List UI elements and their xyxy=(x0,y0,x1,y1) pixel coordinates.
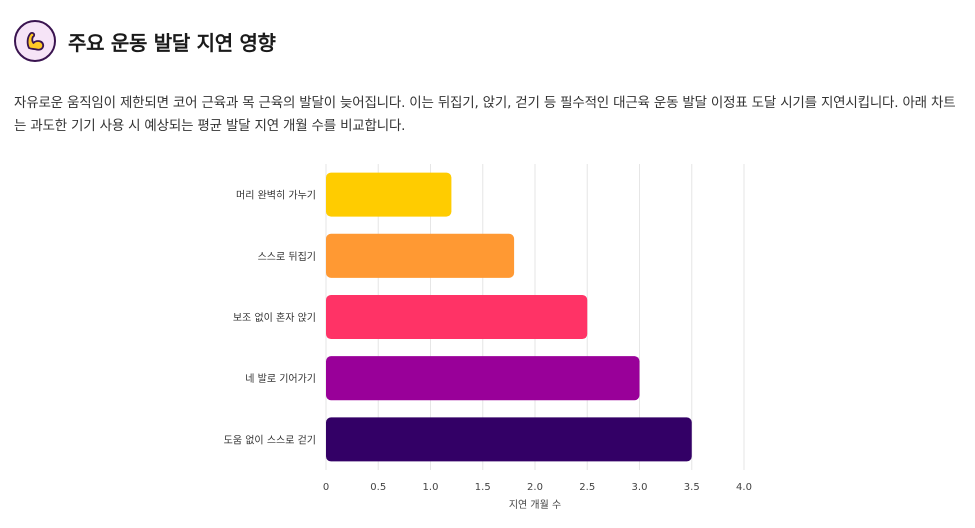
page-title: 주요 운동 발달 지연 영향 xyxy=(68,30,276,55)
x-tick-label: 1.0 xyxy=(423,482,439,493)
x-tick-label: 2.0 xyxy=(527,482,543,493)
x-tick-label: 2.5 xyxy=(579,482,595,493)
y-category-label: 네 발로 기어가기 xyxy=(245,373,316,385)
x-tick-label: 1.5 xyxy=(475,482,491,493)
x-axis-title: 지연 개월 수 xyxy=(509,499,561,511)
x-tick-label: 4.0 xyxy=(736,482,752,493)
chart-bars xyxy=(326,172,692,462)
x-tick-label: 0.5 xyxy=(370,482,386,493)
bar[interactable] xyxy=(326,294,588,340)
x-tick-label: 3.5 xyxy=(684,482,700,493)
chart-description: 자유로운 움직임이 제한되면 코어 근육과 목 근육의 발달이 늦어집니다. 이… xyxy=(14,95,956,134)
y-category-label: 스스로 뒤집기 xyxy=(258,251,316,263)
y-category-label: 도움 없이 스스로 걷기 xyxy=(224,433,316,446)
flexed-bicep-icon xyxy=(14,20,56,62)
bar[interactable] xyxy=(326,417,692,462)
y-category-label: 보조 없이 혼자 앉기 xyxy=(233,311,316,324)
bar[interactable] xyxy=(326,356,640,401)
y-category-label: 머리 완벽히 가누기 xyxy=(236,190,316,202)
bar[interactable] xyxy=(326,233,515,278)
x-tick-label: 0 xyxy=(323,482,329,493)
x-tick-label: 3.0 xyxy=(632,482,648,493)
section-header: 주요 운동 발달 지연 영향 xyxy=(14,20,276,62)
bar[interactable] xyxy=(326,172,452,217)
